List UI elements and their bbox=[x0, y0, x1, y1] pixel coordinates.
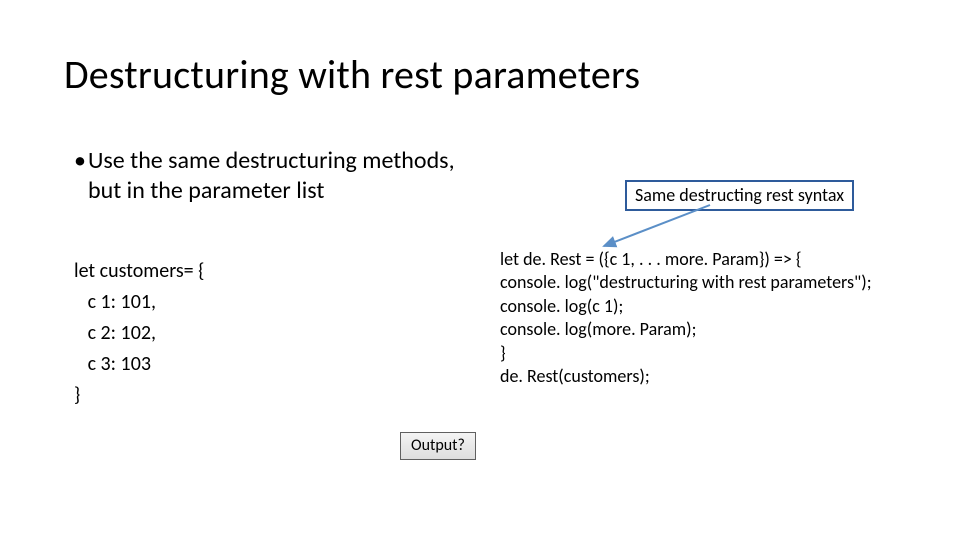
bullet-line-2: but in the parameter list bbox=[88, 176, 324, 205]
slide-title: Destructuring with rest parameters bbox=[64, 50, 640, 99]
callout-box: Same destructing rest syntax bbox=[625, 180, 854, 211]
code-block-right: let de. Rest = ({c 1, . . . more. Param}… bbox=[500, 248, 872, 388]
bullet-item: •Use the same destructuring methods, but… bbox=[74, 146, 455, 206]
callout-text: Same destructing rest syntax bbox=[635, 184, 844, 206]
output-button[interactable]: Output? bbox=[400, 432, 476, 460]
output-button-label: Output? bbox=[411, 436, 465, 455]
bullet-dot-icon: • bbox=[74, 146, 88, 176]
bullet-line-1: Use the same destructuring methods, bbox=[88, 146, 455, 175]
slide: Destructuring with rest parameters •Use … bbox=[0, 0, 960, 540]
code-block-left: let customers= { c 1: 101, c 2: 102, c 3… bbox=[74, 256, 204, 411]
